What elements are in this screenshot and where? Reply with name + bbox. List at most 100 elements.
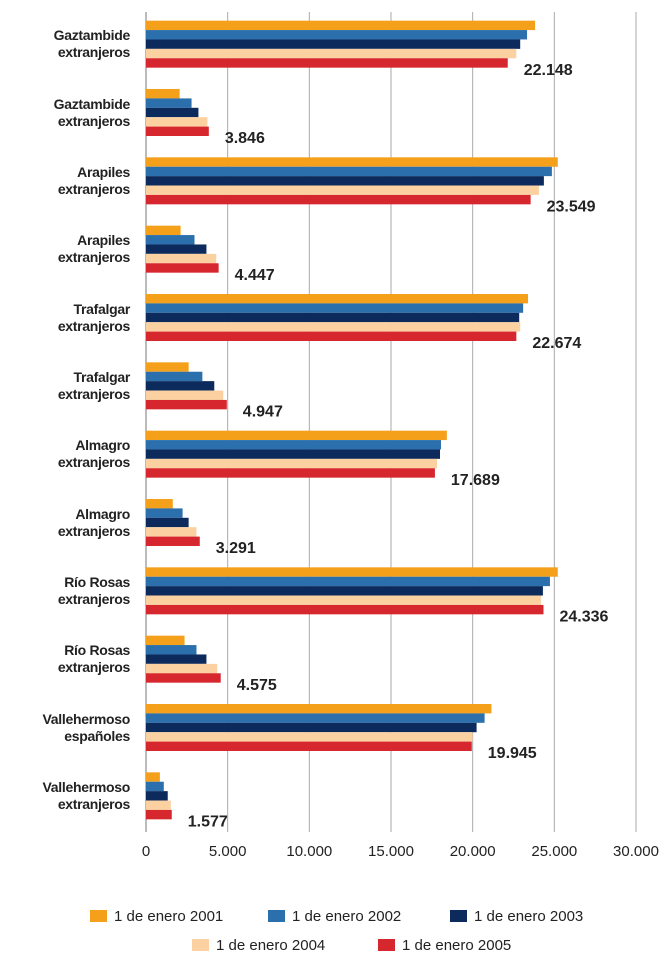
category-label: Trafalgar extranjeros xyxy=(57,300,130,334)
bar xyxy=(146,809,172,820)
bar xyxy=(146,331,517,341)
legend-label: 1 de enero 2004 xyxy=(216,937,325,954)
bar xyxy=(146,399,227,410)
bar xyxy=(146,235,195,245)
category-label: Almagro extranjeros xyxy=(57,505,130,539)
bar xyxy=(146,732,473,742)
bar xyxy=(146,576,550,587)
bar xyxy=(146,722,477,733)
legend-label: 1 de enero 2005 xyxy=(402,937,511,954)
bar xyxy=(146,225,181,236)
bar xyxy=(146,595,541,605)
bar xyxy=(146,604,544,615)
bar xyxy=(146,166,552,177)
x-tick-label: 5.000 xyxy=(209,843,247,860)
x-tick-label: 0 xyxy=(142,843,150,860)
bar xyxy=(146,704,492,714)
data-label: 19.945 xyxy=(488,745,537,762)
category-label: Almagro extranjeros xyxy=(57,437,130,471)
bar xyxy=(146,536,200,546)
bar xyxy=(146,30,528,40)
x-tick-label: 30.000 xyxy=(613,843,659,860)
bar xyxy=(146,303,524,313)
bar xyxy=(146,527,197,537)
bar xyxy=(146,800,171,810)
bar xyxy=(146,508,183,518)
legend-swatch xyxy=(192,939,209,951)
x-tick-label: 20.000 xyxy=(450,843,496,860)
bar xyxy=(146,381,215,391)
bar xyxy=(146,567,558,577)
bar xyxy=(146,58,508,68)
category-label: Arapiles extranjeros xyxy=(57,232,130,266)
bar xyxy=(146,126,209,136)
legend-swatch xyxy=(90,910,107,922)
category-label: Arapiles extranjeros xyxy=(57,163,130,197)
bar xyxy=(146,312,520,323)
legend-label: 1 de enero 2001 xyxy=(114,908,223,925)
bar xyxy=(146,322,521,332)
bar xyxy=(146,107,199,118)
bar xyxy=(146,772,160,782)
bar xyxy=(146,185,539,195)
category-label: Gaztambide extranjeros xyxy=(53,27,131,61)
legend-swatch xyxy=(378,939,395,951)
bar xyxy=(146,244,207,254)
category-label: Río Rosas extranjeros xyxy=(57,642,130,676)
data-label: 4.947 xyxy=(243,404,283,421)
bar xyxy=(146,430,447,441)
bar xyxy=(146,157,558,167)
bar xyxy=(146,194,531,205)
bar xyxy=(146,654,207,664)
x-tick-label: 10.000 xyxy=(286,843,332,860)
x-tick-label: 25.000 xyxy=(531,843,577,860)
category-label: Vallehermoso españoles xyxy=(42,710,131,744)
bar xyxy=(146,713,485,723)
bar xyxy=(146,176,544,186)
bar xyxy=(146,371,203,382)
bar xyxy=(146,517,189,528)
legend-swatch xyxy=(268,910,285,922)
data-label: 1.577 xyxy=(188,814,228,831)
bar xyxy=(146,294,529,304)
data-label: 4.447 xyxy=(235,267,275,284)
bar xyxy=(146,117,208,127)
bar xyxy=(146,440,441,450)
bar xyxy=(146,791,168,801)
category-label: Gaztambide extranjeros xyxy=(53,95,131,129)
category-label: Río Rosas extranjeros xyxy=(57,573,130,607)
legend-swatch xyxy=(450,910,467,922)
data-label: 4.575 xyxy=(237,677,277,694)
bar xyxy=(146,635,185,646)
data-label: 17.689 xyxy=(451,472,500,489)
bar xyxy=(146,390,224,400)
bar xyxy=(146,741,472,751)
data-label: 23.549 xyxy=(547,199,596,216)
data-label: 24.336 xyxy=(559,609,608,626)
bar xyxy=(146,48,517,59)
category-label: Trafalgar extranjeros xyxy=(57,368,130,402)
bar xyxy=(146,499,173,509)
bar xyxy=(146,362,189,372)
bar xyxy=(146,263,219,273)
bar xyxy=(146,20,536,31)
data-label: 3.291 xyxy=(216,540,256,557)
bar xyxy=(146,449,440,459)
bar xyxy=(146,663,218,674)
bar xyxy=(146,645,197,655)
category-label: Vallehermoso extranjeros xyxy=(42,778,131,812)
bar xyxy=(146,89,180,99)
bar xyxy=(146,98,192,108)
data-label: 3.846 xyxy=(225,130,265,147)
bar xyxy=(146,468,435,478)
bar xyxy=(146,458,438,469)
legend-label: 1 de enero 2003 xyxy=(474,908,583,925)
bar xyxy=(146,586,543,596)
bar xyxy=(146,39,521,49)
legend-label: 1 de enero 2002 xyxy=(292,908,401,925)
bar xyxy=(146,253,217,264)
bar xyxy=(146,781,164,792)
x-tick-label: 15.000 xyxy=(368,843,414,860)
